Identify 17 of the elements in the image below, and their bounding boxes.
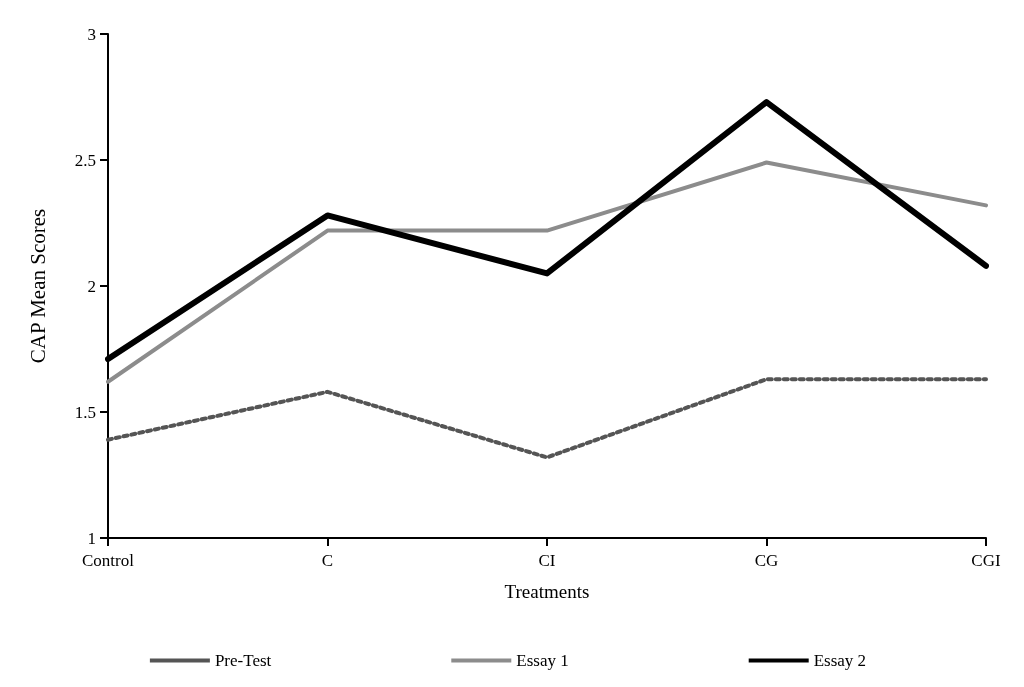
y-tick-label: 3 bbox=[87, 24, 96, 44]
x-tick-label: CGI bbox=[971, 551, 1001, 570]
y-axis-title: CAP Mean Scores bbox=[25, 208, 50, 364]
legend-label: Pre-Test bbox=[214, 651, 272, 670]
y-tick-label: 1 bbox=[87, 528, 96, 548]
x-tick-label: Control bbox=[82, 551, 135, 570]
x-tick-label: CI bbox=[538, 551, 556, 570]
y-tick-label: 1.5 bbox=[74, 402, 96, 422]
line-series bbox=[106, 160, 988, 384]
y-tick-label: 2.5 bbox=[74, 150, 96, 170]
line-series bbox=[106, 377, 988, 460]
legend-label: Essay 2 bbox=[813, 651, 867, 670]
x-tick-label: CG bbox=[754, 551, 779, 570]
y-tick-label: 2 bbox=[87, 276, 96, 296]
x-tick-label: C bbox=[321, 551, 334, 570]
legend-label: Essay 1 bbox=[516, 651, 569, 670]
x-axis-title: Treatments bbox=[504, 581, 590, 602]
